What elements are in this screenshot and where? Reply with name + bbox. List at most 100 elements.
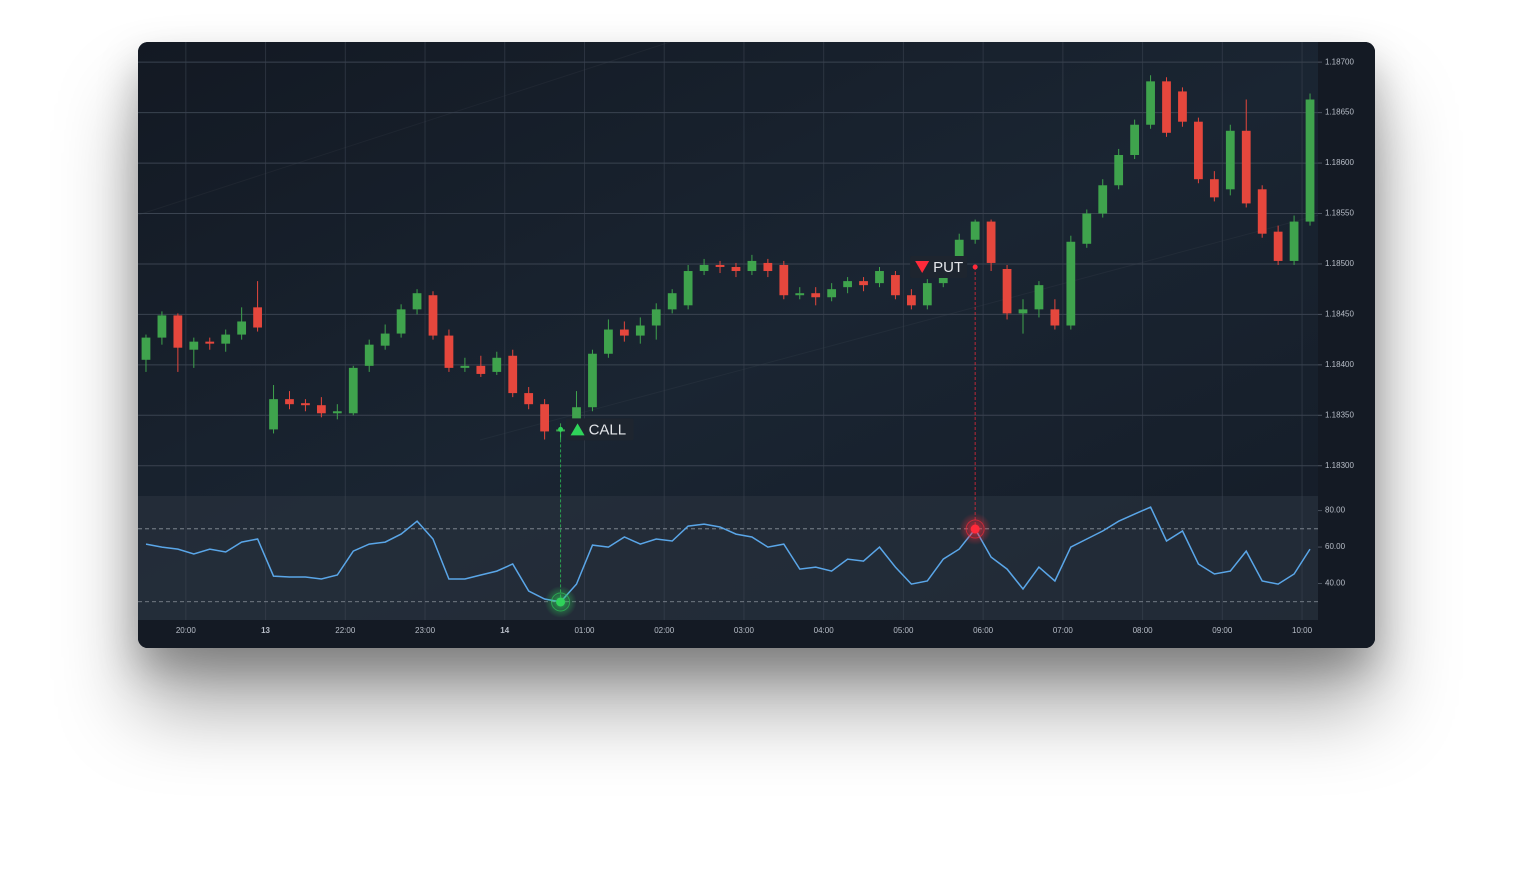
candle-body <box>1002 269 1012 314</box>
x-tick-label: 08:00 <box>1133 626 1154 635</box>
candle-body <box>1257 189 1267 234</box>
candle-body <box>444 335 454 368</box>
x-tick-label: 23:00 <box>415 626 436 635</box>
candle-body <box>1018 309 1028 314</box>
x-tick-label: 07:00 <box>1053 626 1074 635</box>
x-tick-label: 03:00 <box>734 626 755 635</box>
y-tick-label: 1.18400 <box>1325 360 1354 369</box>
candle-body <box>1034 285 1044 310</box>
signal-arrow <box>915 260 930 273</box>
candle-body <box>667 293 677 310</box>
candle-body <box>970 221 980 240</box>
time-axis-strip <box>138 620 1318 648</box>
candle-body <box>540 404 550 432</box>
x-tick-label: 02:00 <box>654 626 675 635</box>
y-tick-label: 1.18450 <box>1325 310 1354 319</box>
candle-body <box>1082 213 1092 244</box>
x-tick-label: 06:00 <box>973 626 994 635</box>
candle-body <box>157 315 167 338</box>
candle-body <box>1130 124 1140 155</box>
price-axis-strip <box>1318 42 1375 648</box>
signal-ring <box>965 519 985 539</box>
y-tick-label: 40.00 <box>1325 579 1346 588</box>
candle-body <box>1194 121 1203 180</box>
y-tick-label: 1.18650 <box>1325 108 1354 117</box>
indicator-pane <box>138 496 1318 620</box>
candle-body <box>460 365 470 368</box>
signal-label: CALL <box>589 421 627 438</box>
candle-body <box>1241 130 1251 204</box>
candle-body <box>237 321 247 335</box>
indicator-line <box>145 506 1311 603</box>
candle-body <box>1289 221 1299 261</box>
candle-body <box>843 281 852 288</box>
candle-body <box>253 307 262 328</box>
signal-marker <box>970 524 980 534</box>
candle-body <box>635 325 645 336</box>
candle-body <box>1114 154 1124 186</box>
candle-body <box>954 239 964 269</box>
candle-body <box>396 309 406 334</box>
candle-body <box>922 283 932 306</box>
y-tick-label: 1.18500 <box>1325 259 1354 268</box>
x-tick-label: 13 <box>261 626 270 635</box>
x-tick-label: 14 <box>500 626 509 635</box>
candle-body <box>619 329 629 336</box>
candle-body <box>859 281 868 286</box>
candle-body <box>492 357 502 372</box>
x-tick-label: 01:00 <box>574 626 595 635</box>
candle-body <box>715 264 725 267</box>
candle-body <box>316 405 326 414</box>
x-tick-label: 22:00 <box>335 626 356 635</box>
candle-body <box>811 293 821 298</box>
candle-body <box>412 293 422 310</box>
signal-point <box>972 264 978 270</box>
candle-body <box>891 275 900 296</box>
signal-point <box>558 426 564 432</box>
x-tick-label: 09:00 <box>1212 626 1233 635</box>
channel-line <box>479 199 1375 441</box>
candle-body <box>588 353 597 408</box>
signal-ring <box>551 592 571 612</box>
candle-body <box>524 393 534 405</box>
candle-body <box>508 355 518 394</box>
candle-body <box>348 367 358 414</box>
candle-body <box>364 344 374 366</box>
candle-body <box>1178 91 1187 122</box>
candle-body <box>651 309 661 326</box>
y-tick-label: 1.18350 <box>1325 410 1354 419</box>
y-tick-label: 1.18600 <box>1325 158 1354 167</box>
candle-body <box>683 271 693 306</box>
candle-body <box>747 260 757 272</box>
candle-body <box>604 329 613 354</box>
signal-arrow <box>570 423 585 436</box>
candle-body <box>1209 179 1219 198</box>
candle-body <box>428 295 438 336</box>
candle-body <box>205 341 215 344</box>
candle-body <box>1146 81 1155 125</box>
candle-body <box>285 399 294 405</box>
candle-body <box>731 266 741 272</box>
y-tick-label: 60.00 <box>1325 542 1346 551</box>
candle-body <box>332 411 342 414</box>
y-tick-label: 1.18300 <box>1325 461 1354 470</box>
candle-body <box>141 337 151 360</box>
card: 1.18700 1.18650 1.18600 1.18550 1.18500 1.184… <box>138 42 1375 648</box>
candle-body <box>1066 241 1076 326</box>
candle-body <box>1162 81 1171 133</box>
x-tick-label: 10:00 <box>1292 626 1313 635</box>
candle-body <box>1225 130 1235 190</box>
x-tick-label: 05:00 <box>893 626 914 635</box>
candle-body <box>1305 99 1315 222</box>
candle-body <box>795 293 805 296</box>
candle-body <box>875 271 884 284</box>
candle-body <box>986 221 996 263</box>
signal-marker <box>556 597 566 607</box>
candle-body <box>699 264 709 272</box>
candle-body <box>476 365 486 374</box>
candle-body <box>1050 309 1060 326</box>
candle-body <box>1098 185 1108 214</box>
candle-body <box>906 295 916 306</box>
